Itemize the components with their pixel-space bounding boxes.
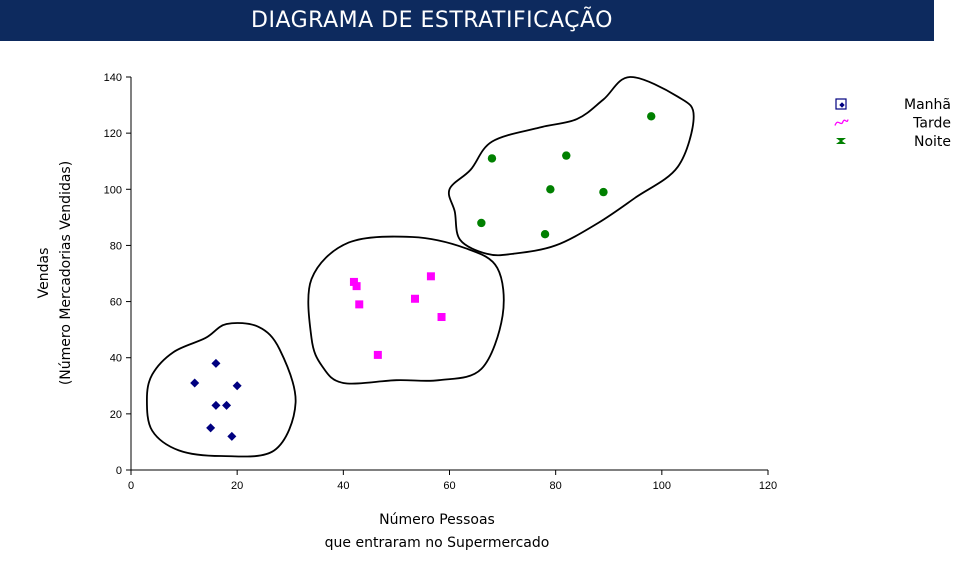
chart-title-banner: DIAGRAMA DE ESTRATIFICAÇÃO <box>0 0 934 41</box>
data-point <box>487 154 497 163</box>
data-point <box>190 378 200 388</box>
y-tick-label: 0 <box>116 465 122 477</box>
cluster-outline-tarde <box>307 235 505 385</box>
legend-item: Noite <box>836 134 951 150</box>
axis-titles: Número Pessoas que entraram no Supermerc… <box>36 161 549 551</box>
chart-axes <box>130 77 768 471</box>
data-point <box>599 187 608 197</box>
data-point <box>352 282 361 291</box>
legend-label: Manhã <box>904 97 951 113</box>
chart-legend: Manhã Tarde Noite <box>834 97 951 150</box>
x-tick-label: 100 <box>653 480 671 492</box>
data-point <box>373 350 382 359</box>
data-point <box>410 294 419 303</box>
x-axis-title-line-1: Número Pessoas <box>379 512 495 528</box>
y-tick-label: 60 <box>110 297 122 309</box>
y-axis-ticks: 0 20 40 60 80 100 120 140 <box>104 72 131 477</box>
y-tick-label: 140 <box>104 72 122 84</box>
x-axis-ticks: 0 20 40 60 80 100 120 <box>128 470 777 492</box>
data-points <box>190 112 656 441</box>
x-tick-label: 80 <box>550 480 562 492</box>
data-point <box>647 112 656 121</box>
x-tick-label: 60 <box>443 480 455 492</box>
y-tick-label: 100 <box>104 184 122 196</box>
x-tick-label: 0 <box>128 480 134 492</box>
data-point <box>355 300 364 309</box>
legend-label: Noite <box>914 134 951 150</box>
data-point <box>222 400 232 410</box>
data-point <box>540 230 550 239</box>
x-tick-label: 120 <box>759 480 777 492</box>
legend-marker <box>834 119 849 126</box>
x-tick-label: 40 <box>337 480 349 492</box>
x-tick-label: 20 <box>231 480 243 492</box>
data-point <box>227 431 237 441</box>
legend-item: Tarde <box>834 116 951 132</box>
data-point <box>211 358 221 368</box>
data-point <box>232 381 242 391</box>
data-point <box>546 185 555 194</box>
y-tick-label: 20 <box>110 409 122 421</box>
data-point <box>426 272 435 281</box>
legend-marker <box>836 138 846 144</box>
legend-marker <box>839 102 845 108</box>
y-tick-label: 120 <box>104 128 122 140</box>
cluster-outlines <box>146 76 695 458</box>
data-point <box>437 313 446 322</box>
data-point <box>562 151 571 160</box>
y-tick-label: 80 <box>110 240 122 252</box>
legend-label: Tarde <box>912 116 951 132</box>
y-tick-label: 40 <box>110 353 122 365</box>
legend-item: Manhã <box>835 97 951 113</box>
data-point <box>349 277 358 286</box>
data-point <box>477 218 486 228</box>
x-axis-title-line-2: que entraram no Supermercado <box>325 535 550 551</box>
chart-title: DIAGRAMA DE ESTRATIFICAÇÃO <box>251 8 613 33</box>
y-axis-title-line-2: (Número Mercadorias Vendidas) <box>58 161 74 385</box>
cluster-outline-noite <box>447 76 695 257</box>
data-point <box>206 423 216 433</box>
data-point <box>211 400 221 410</box>
cluster-outline-manha <box>146 322 297 458</box>
y-axis-title-line-1: Vendas <box>36 248 52 299</box>
